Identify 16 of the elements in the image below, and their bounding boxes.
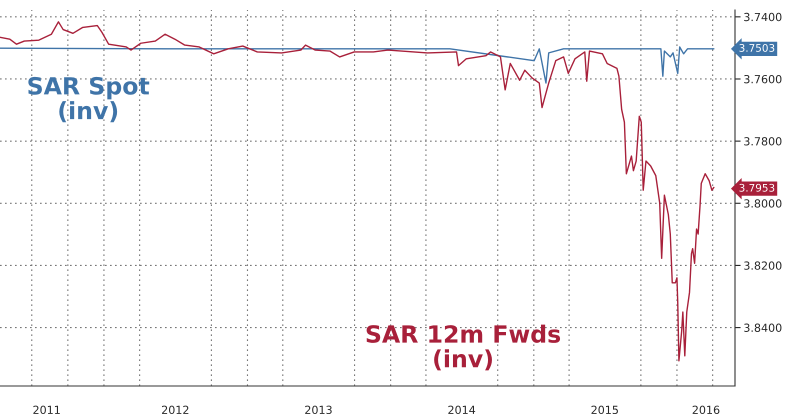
x-tick-label: 2016 <box>692 406 720 414</box>
annotation: 3.7503 <box>739 44 774 52</box>
y-tick-label: 3.8000 <box>744 199 782 208</box>
y-tick-label: 3.8200 <box>744 261 782 270</box>
x-tick-label: 2011 <box>33 406 60 414</box>
annotation: 3.7953 <box>739 184 774 192</box>
y-tick-label: 3.7600 <box>744 74 782 84</box>
x-tick-label: 2014 <box>448 406 476 414</box>
y-tick-label: 3.7800 <box>744 137 782 146</box>
x-tick-label: 2015 <box>591 406 618 414</box>
y-tick-label: 3.7400 <box>744 12 782 22</box>
x-tick-label: 2012 <box>162 406 188 414</box>
series-label: SAR Spot (inv) <box>28 76 150 122</box>
text: SAR 12m Fwds (inv) <box>366 324 560 370</box>
y-tick-label: 3.8400 <box>744 324 782 332</box>
x-tick-label: 2013 <box>305 406 332 414</box>
